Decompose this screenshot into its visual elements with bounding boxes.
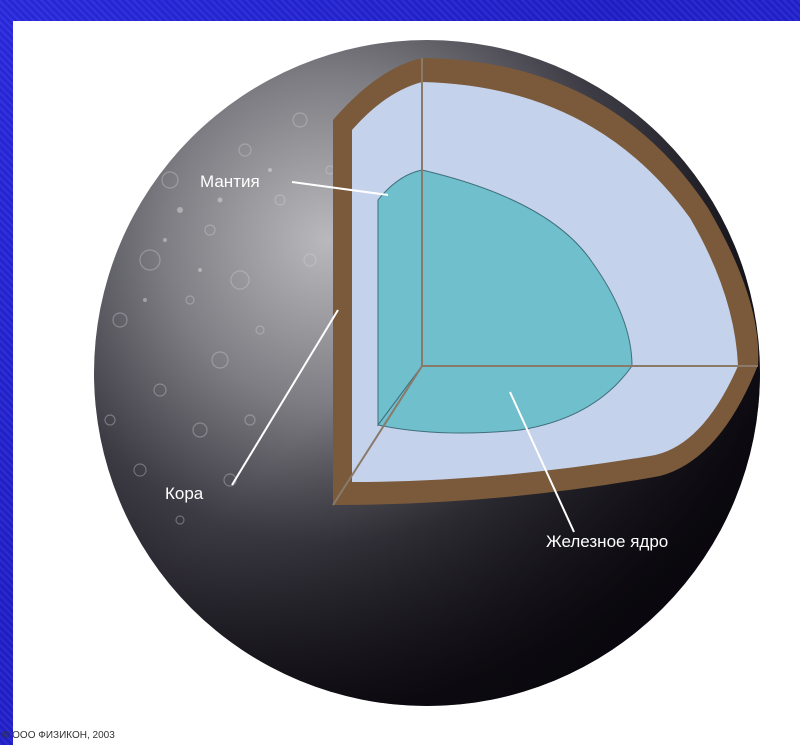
leader-lines xyxy=(231,181,575,533)
crater-texture xyxy=(104,112,335,525)
cut-edges xyxy=(332,58,758,506)
mantle-leader xyxy=(291,181,389,196)
core-bottom-face xyxy=(377,365,633,434)
core-leader xyxy=(509,391,575,533)
crust-leader xyxy=(231,309,339,486)
label-crust: Кора xyxy=(165,484,204,503)
label-core: Железное ядро xyxy=(546,532,669,551)
label-mantle: Мантия xyxy=(200,172,260,191)
core-back-face xyxy=(421,169,633,367)
crater-highlights xyxy=(143,168,272,302)
copyright-text: © ООО ФИЗИКОН, 2003 xyxy=(2,730,115,741)
